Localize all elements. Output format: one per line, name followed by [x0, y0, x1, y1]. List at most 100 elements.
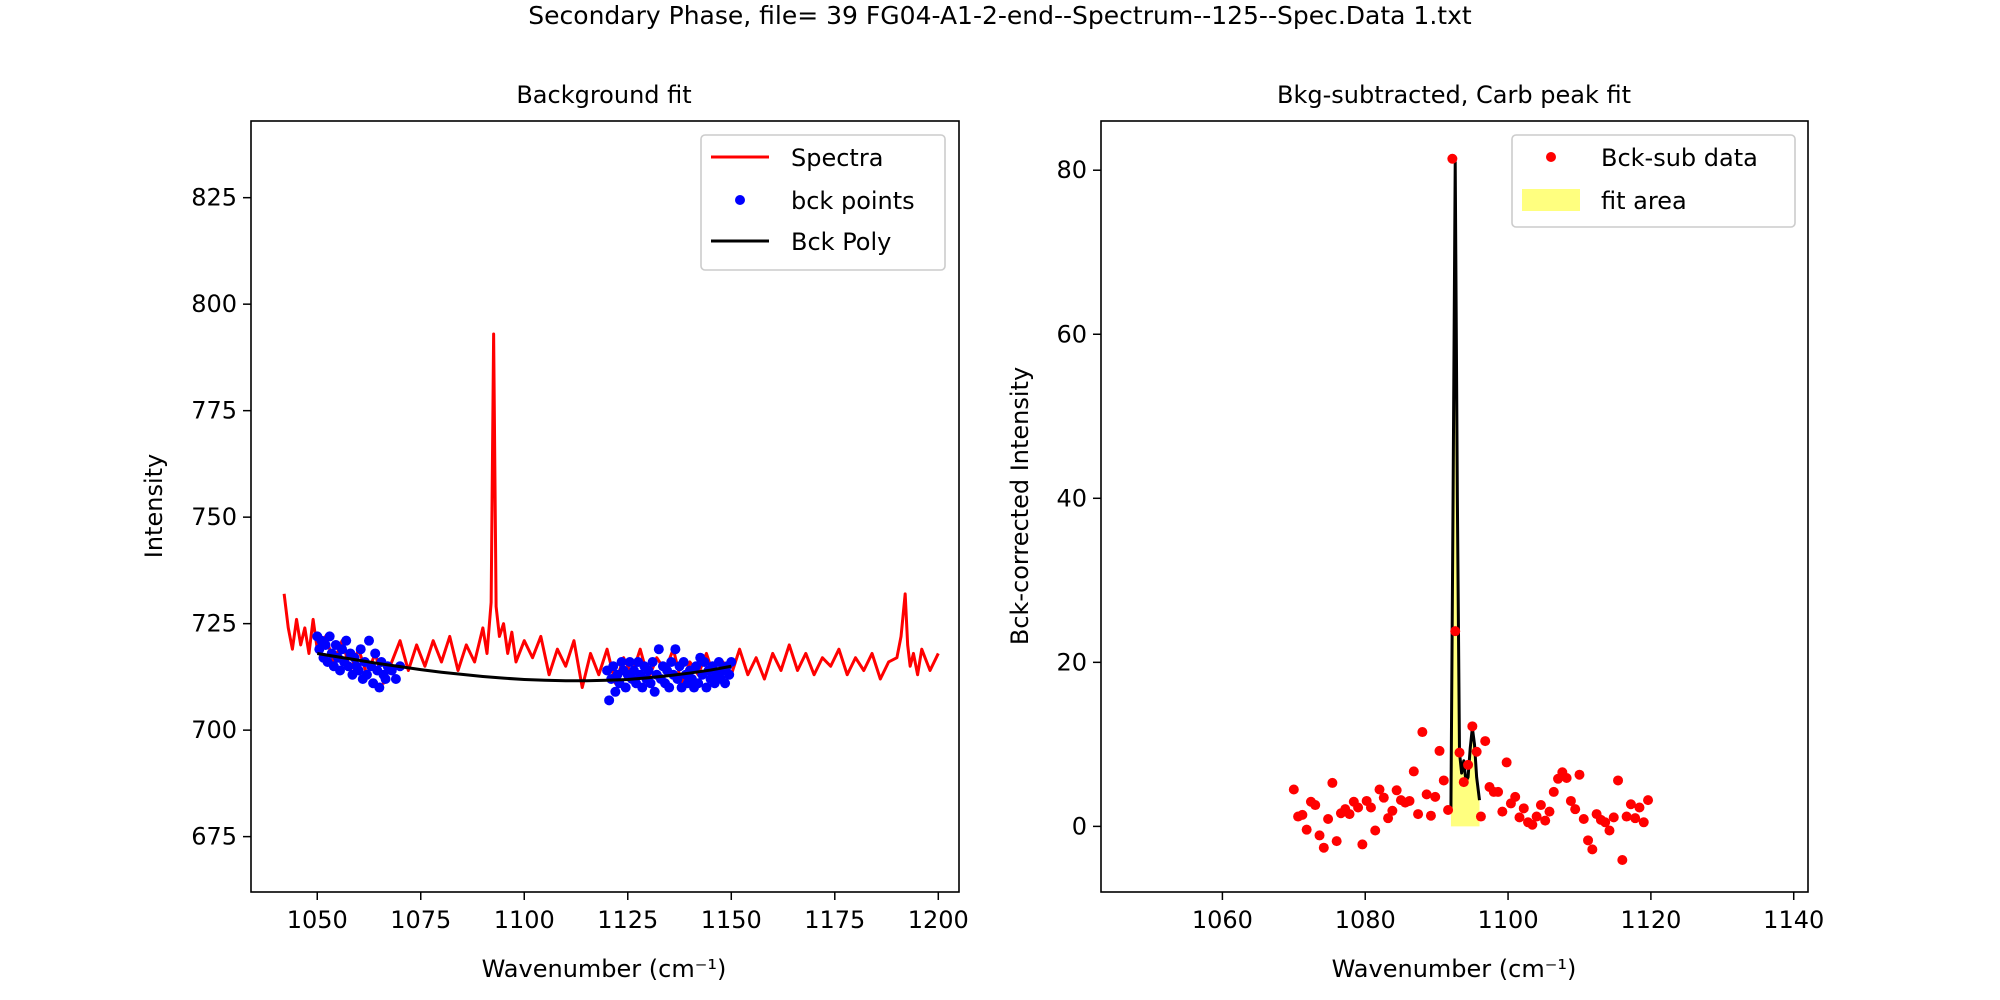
bck-sub-point — [1630, 813, 1641, 824]
plot-frame — [1100, 120, 1809, 893]
bck-sub-point — [1318, 842, 1329, 853]
bck-sub-point — [1374, 784, 1385, 795]
bck-sub-point — [1604, 825, 1615, 836]
carb-peak-fit-panel: Bkg-subtracted, Carb peak fit 1060 1080 11… — [1006, 81, 1824, 983]
bck-sub-point — [1471, 746, 1482, 757]
bck-point — [720, 678, 731, 689]
bck-sub-point — [1514, 812, 1525, 823]
bck-sub-point — [1314, 830, 1325, 841]
legend-box — [700, 134, 946, 271]
bck-sub-point — [1531, 811, 1542, 822]
bck-sub-point — [1510, 791, 1521, 802]
legend-label: Spectra — [791, 144, 883, 172]
bck-sub-point — [1383, 813, 1394, 824]
bck-sub-point — [1570, 804, 1581, 815]
bck-point — [724, 669, 735, 680]
x-tick-label: 1075 — [390, 906, 451, 934]
bck-sub-point — [1421, 789, 1432, 800]
y-axis-label: Intensity — [140, 454, 168, 558]
bck-sub-point — [1475, 811, 1486, 822]
y-tick-label: 675 — [191, 823, 237, 851]
x-tick-label: 1175 — [804, 906, 865, 934]
bck-point — [335, 665, 346, 676]
legend-box — [1511, 134, 1796, 228]
x-tick-label: 1080 — [1335, 906, 1396, 934]
legend-swatch-bck-points — [735, 195, 745, 205]
bck-sub-point — [1323, 814, 1334, 825]
bck-sub-point — [1413, 809, 1424, 820]
bck-sub-point — [1608, 812, 1619, 823]
bck-sub-point — [1357, 839, 1368, 850]
bck-sub-point — [1493, 786, 1504, 797]
y-tick-label: 40 — [1056, 484, 1087, 512]
bck-sub-point — [1497, 806, 1508, 817]
bck-sub-point — [1634, 802, 1645, 813]
x-axis-label: Wavenumber (cm⁻¹) — [1332, 955, 1577, 983]
bck-sub-point — [1617, 855, 1628, 866]
bck-point — [390, 674, 401, 685]
x-tick-label: 1100 — [494, 906, 555, 934]
bck-point — [693, 678, 704, 689]
bck-sub-point — [1544, 806, 1555, 817]
bck-sub-point — [1425, 810, 1436, 821]
bck-sub-point — [1408, 766, 1419, 777]
bck-point — [380, 674, 391, 685]
bck-sub-point — [1447, 153, 1458, 164]
bck-point — [364, 635, 374, 646]
y-tick-label: 80 — [1056, 156, 1087, 184]
y-axis-ticks: 0 20 40 60 80 — [1056, 156, 1101, 840]
x-tick-label: 1125 — [597, 906, 658, 934]
legend-label: Bck-sub data — [1601, 144, 1758, 172]
bck-sub-point — [1463, 759, 1474, 770]
legend-label: bck points — [791, 187, 915, 215]
y-tick-label: 60 — [1056, 320, 1087, 348]
bck-point — [653, 644, 664, 655]
bck-sub-point — [1387, 805, 1398, 816]
bck-sub-point — [1297, 809, 1308, 820]
bck-point — [337, 644, 348, 655]
bck-sub-point — [1480, 736, 1491, 747]
x-axis-label: Wavenumber (cm⁻¹) — [482, 955, 727, 983]
bck-point — [713, 656, 724, 667]
bck-point — [320, 639, 331, 650]
bck-point — [672, 674, 683, 685]
legend-swatch-bck-sub-data — [1546, 152, 1556, 162]
plot-frame — [250, 120, 960, 893]
legend: Bck-sub data fit area — [1511, 134, 1796, 228]
bck-point — [608, 661, 619, 672]
bck-sub-point — [1518, 803, 1529, 814]
bck-sub-point — [1565, 795, 1576, 806]
background-fit-panel: Background fit 1050 1075 1100 1125 1150 1175 1… — [140, 81, 969, 983]
bck-point — [701, 682, 712, 693]
bck-sub-point — [1391, 785, 1402, 796]
bck-sub-point — [1613, 775, 1624, 786]
bck-point — [647, 656, 658, 667]
x-tick-label: 1200 — [908, 906, 969, 934]
bck-sub-point — [1288, 784, 1299, 795]
bck-sub-point — [1450, 626, 1461, 637]
bck-sub-point — [1587, 844, 1598, 855]
plot-data-layer — [1288, 153, 1654, 866]
bck-sub-point — [1561, 772, 1572, 783]
legend-swatch-fit-area — [1522, 189, 1580, 211]
bck-point — [341, 635, 352, 646]
x-tick-label: 1050 — [287, 906, 348, 934]
legend-label: Bck Poly — [791, 228, 891, 256]
bck-point — [691, 661, 702, 672]
bck-point — [343, 661, 354, 672]
y-tick-label: 20 — [1056, 648, 1087, 676]
bck-sub-point — [1417, 727, 1428, 738]
panel-title: Bkg-subtracted, Carb peak fit — [1277, 81, 1631, 109]
bck-point — [624, 656, 635, 667]
y-tick-label: 775 — [191, 397, 237, 425]
bck-point — [370, 648, 381, 659]
legend: Spectra bck points Bck Poly — [700, 134, 946, 271]
bck-sub-point — [1527, 819, 1538, 830]
y-tick-label: 700 — [191, 716, 237, 744]
bck-sub-point — [1540, 815, 1551, 826]
bck-sub-point — [1621, 811, 1632, 822]
y-tick-label: 800 — [191, 290, 237, 318]
bck-sub-point — [1378, 792, 1389, 803]
bck-point — [666, 656, 677, 667]
